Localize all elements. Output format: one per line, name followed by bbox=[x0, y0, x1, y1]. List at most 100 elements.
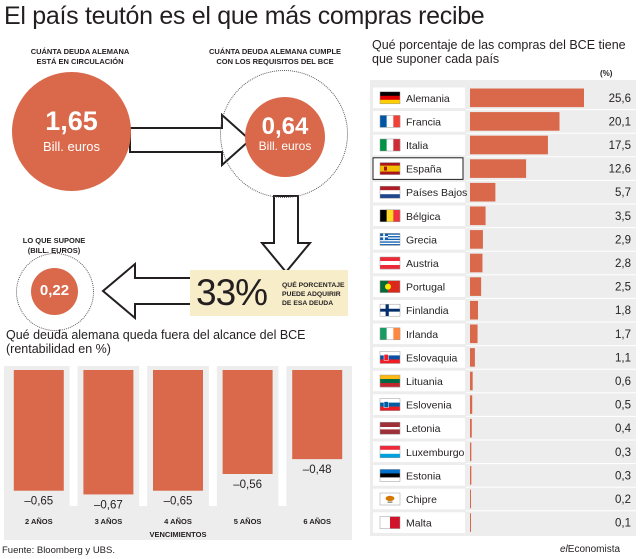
implies-circle: 0,22 bbox=[31, 268, 78, 315]
eligible-ring bbox=[220, 70, 348, 198]
country-label: Alemania bbox=[406, 93, 450, 105]
flag-mt-icon bbox=[379, 516, 401, 529]
share-value-label: 0,3 bbox=[615, 447, 631, 459]
column-separator bbox=[208, 366, 217, 506]
country-label: Irlanda bbox=[406, 329, 438, 341]
country-label: Grecia bbox=[406, 234, 437, 246]
country-label: Países Bajos bbox=[406, 187, 467, 199]
country-label: Austria bbox=[406, 258, 439, 270]
maturity-chart-title: Qué deuda alemana queda fuera del alcanc… bbox=[6, 328, 306, 356]
flag-de-icon bbox=[379, 91, 401, 105]
share-bar bbox=[470, 324, 478, 344]
share-value-label: 0,2 bbox=[615, 494, 631, 506]
maturity-tick-label: 2 AÑOS bbox=[25, 517, 53, 526]
country-label: Chipre bbox=[406, 494, 437, 506]
share-value-label: 3,5 bbox=[615, 211, 631, 223]
flag-nl-icon bbox=[379, 185, 401, 199]
share-bar bbox=[470, 182, 496, 202]
flag-lu-icon bbox=[379, 445, 401, 459]
flag-be-icon bbox=[379, 209, 401, 223]
maturity-x-label: VENCIMIENTOS bbox=[150, 530, 207, 539]
country-label: Letonia bbox=[406, 423, 441, 435]
eligible-circle: 0,64 Bill. euros bbox=[245, 97, 325, 177]
arrow-down-icon bbox=[259, 195, 313, 274]
flag-cy-icon bbox=[379, 492, 401, 506]
maturity-bar bbox=[292, 370, 343, 460]
share-value-label: 17,5 bbox=[609, 140, 631, 152]
brand-name: Economista bbox=[567, 544, 621, 555]
eligible-caption: CUÁNTA DEUDA ALEMANA CUMPLE CON LOS REQU… bbox=[208, 47, 342, 66]
flag-gr-icon bbox=[379, 233, 401, 246]
share-chart-title: Qué porcentaje de las compras del BCE ti… bbox=[372, 38, 626, 66]
percentage-box: 33% QUÉ PORCENTAJE PUEDE ADQUIRIR DE ESA… bbox=[190, 270, 348, 316]
share-value-label: 0,4 bbox=[615, 423, 632, 435]
share-chart-unit: (%) bbox=[600, 69, 613, 78]
share-value-label: 5,7 bbox=[615, 187, 631, 199]
column-separator bbox=[278, 366, 287, 506]
share-bar bbox=[470, 88, 584, 108]
share-value-label: 25,6 bbox=[609, 93, 631, 105]
implies-caption: LO QUE SUPONE (BILL. EUROS) bbox=[22, 236, 86, 255]
maturity-tick-label: 3 AÑOS bbox=[95, 517, 123, 526]
share-value-label: 1,8 bbox=[615, 305, 631, 317]
maturity-value-label: –0,56 bbox=[233, 479, 262, 491]
share-bar bbox=[470, 277, 482, 296]
share-value-label: 0,6 bbox=[615, 376, 631, 388]
share-bar bbox=[470, 489, 471, 509]
share-value-label: 20,1 bbox=[609, 116, 631, 128]
maturity-tick-label: 6 AÑOS bbox=[303, 517, 331, 526]
share-value-label: 2,9 bbox=[615, 234, 631, 246]
share-bar bbox=[470, 112, 560, 131]
share-value-label: 12,6 bbox=[609, 164, 631, 176]
flag-ie-icon bbox=[379, 327, 401, 341]
share-bar bbox=[470, 300, 479, 320]
share-value-label: 1,7 bbox=[615, 329, 631, 341]
brand-prefix: el bbox=[560, 544, 568, 555]
source-note: Fuente: Bloomberg y UBS. bbox=[2, 545, 115, 556]
country-label: Finlandia bbox=[406, 305, 449, 317]
share-bar bbox=[470, 513, 471, 532]
country-label: Estonia bbox=[406, 470, 441, 482]
country-label: Portugal bbox=[406, 282, 445, 294]
page-title: El país teutón es el que más compras rec… bbox=[4, 2, 485, 30]
circulation-value: 1,65 bbox=[45, 106, 98, 136]
maturity-tick-label: 4 AÑOS bbox=[164, 517, 192, 526]
share-value-label: 0,5 bbox=[615, 400, 631, 412]
percentage-caption: QUÉ PORCENTAJE PUEDE ADQUIRIR DE ESA DEU… bbox=[282, 282, 345, 307]
country-label: España bbox=[406, 164, 442, 176]
country-label: Luxemburgo bbox=[406, 447, 465, 459]
maturity-value-label: –0,65 bbox=[164, 496, 193, 508]
share-bar bbox=[470, 206, 486, 226]
flag-ee-icon bbox=[379, 469, 401, 482]
country-label: Eslovaquia bbox=[406, 352, 458, 364]
maturity-bar bbox=[153, 370, 203, 491]
flag-si-icon bbox=[379, 398, 401, 411]
share-bar bbox=[470, 371, 473, 391]
country-label: Lituania bbox=[406, 376, 443, 388]
country-label: Malta bbox=[406, 518, 432, 530]
column-separator bbox=[69, 366, 78, 506]
maturity-bar bbox=[222, 370, 273, 474]
flag-es-icon bbox=[379, 162, 401, 175]
circulation-caption: CUÁNTA DEUDA ALEMANA ESTÁ EN CIRCULACIÓN bbox=[30, 47, 130, 66]
flag-pt-icon bbox=[379, 280, 401, 293]
share-bar bbox=[470, 230, 483, 249]
maturity-value-label: –0,48 bbox=[303, 464, 332, 476]
flag-sk-icon bbox=[379, 351, 401, 364]
circulation-unit: Bill. euros bbox=[42, 139, 101, 154]
column-separator bbox=[139, 366, 148, 506]
maturity-value-label: –0,65 bbox=[24, 496, 53, 508]
percentage-value: 33% bbox=[196, 272, 268, 313]
share-bar bbox=[470, 442, 472, 462]
flag-lt-icon bbox=[379, 374, 401, 388]
share-bar bbox=[470, 466, 472, 485]
share-value-label: 2,5 bbox=[615, 282, 631, 294]
maturity-bar bbox=[83, 370, 134, 495]
implies-value: 0,22 bbox=[39, 282, 70, 299]
arrow-left-icon bbox=[101, 261, 193, 321]
maturity-bar bbox=[13, 370, 64, 491]
flag-fr-icon bbox=[379, 115, 401, 128]
share-value-label: 2,8 bbox=[615, 258, 631, 270]
share-value-label: 0,3 bbox=[615, 470, 631, 482]
